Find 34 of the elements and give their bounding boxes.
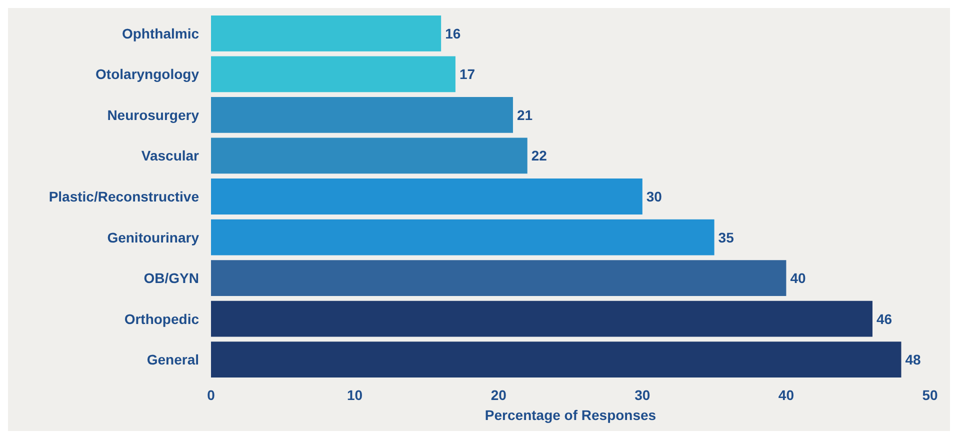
x-tick-label: 10	[347, 387, 363, 403]
bar	[211, 97, 513, 133]
bar	[211, 342, 902, 378]
data-label: 16	[445, 25, 461, 42]
data-label: 35	[718, 229, 734, 246]
data-label: 46	[876, 310, 892, 327]
y-tick-label: Otolaryngology	[96, 66, 200, 82]
x-tick-label: 0	[207, 387, 216, 403]
data-label: 40	[790, 270, 806, 286]
y-tick-label: Orthopedic	[124, 310, 200, 327]
y-tick-label: Ophthalmic	[122, 25, 200, 42]
y-tick-label: Genitourinary	[107, 229, 200, 246]
data-label: 17	[459, 66, 476, 82]
x-tick-label: 30	[634, 387, 650, 403]
data-label: 48	[905, 352, 922, 368]
x-tick-label: 40	[778, 387, 794, 403]
y-tick-label: Plastic/Reconstructive	[48, 188, 200, 204]
data-label: 22	[531, 148, 548, 164]
bar	[211, 15, 442, 52]
bar	[211, 178, 642, 214]
y-tick-label: Vascular	[141, 148, 200, 164]
x-tick-label: 50	[922, 387, 938, 403]
bar	[211, 260, 786, 296]
x-tick-label: 20	[490, 387, 507, 403]
y-tick-label: Neurosurgery	[107, 106, 200, 123]
y-tick-label: General	[146, 352, 199, 368]
bar	[211, 138, 528, 174]
bar	[211, 56, 456, 92]
bar	[211, 219, 714, 256]
x-axis-title: Percentage of Responses	[484, 407, 656, 423]
bar	[211, 300, 872, 337]
y-tick-label: OB/GYN	[144, 270, 199, 286]
data-label: 30	[646, 188, 662, 204]
data-label: 21	[516, 106, 533, 123]
